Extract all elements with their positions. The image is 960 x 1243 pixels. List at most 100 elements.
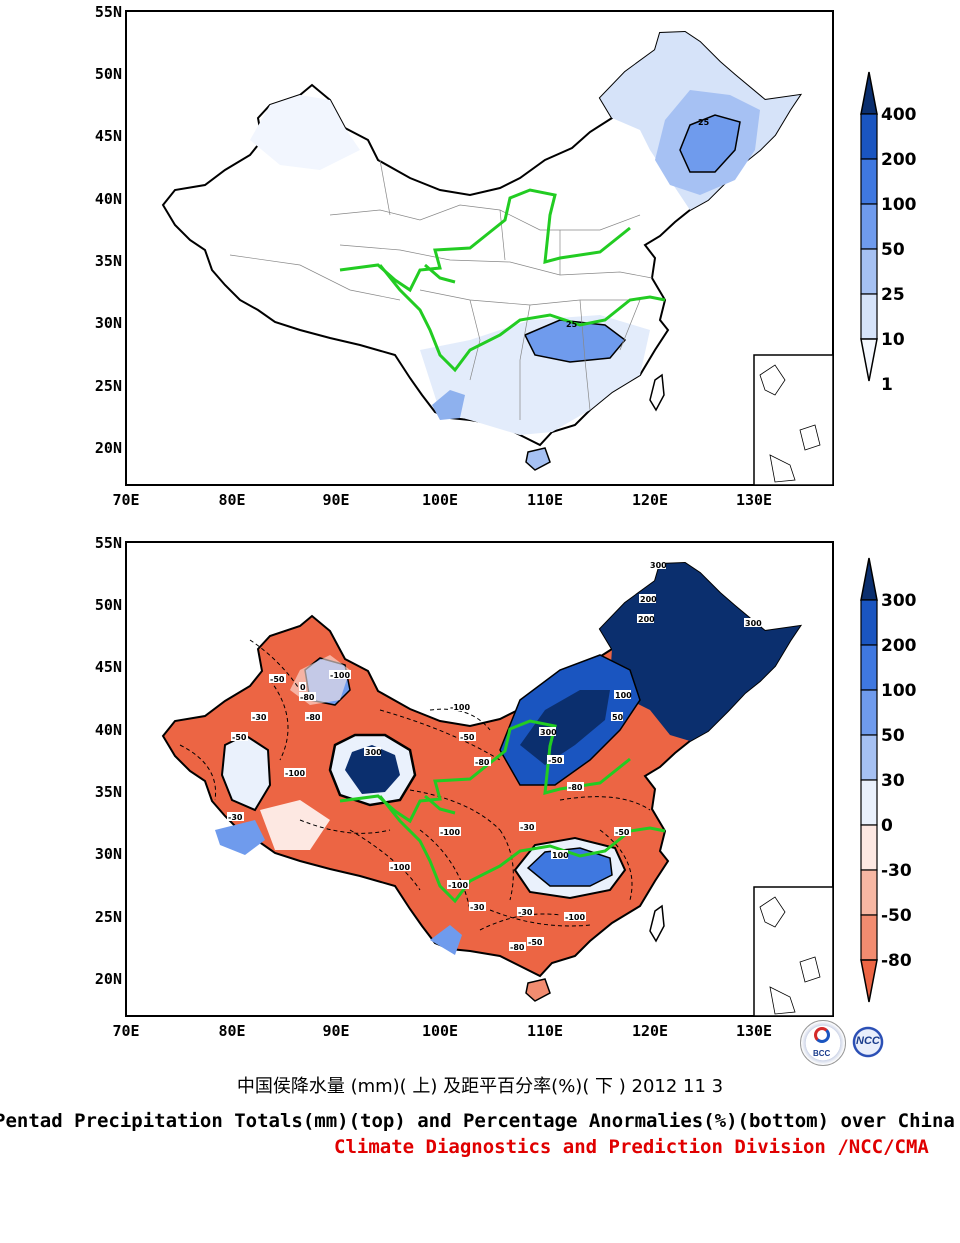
chinese-title: 中国侯降水量 (mm)( 上) 及距平百分率(%)( 下 ) 2012 11 3 — [236, 1076, 724, 1097]
svg-text:55N: 55N — [95, 3, 122, 21]
contour-label: -50 — [615, 828, 630, 837]
svg-text:40N: 40N — [95, 721, 122, 739]
rivers-top — [339, 188, 666, 373]
contour-label-bg — [251, 712, 268, 721]
svg-text:90E: 90E — [322, 491, 349, 509]
svg-text:50N: 50N — [95, 596, 122, 614]
anomaly-west-pale — [260, 800, 330, 850]
contour-label: 50 — [612, 713, 624, 722]
svg-text:50N: 50N — [95, 65, 122, 83]
contour-label-bg — [564, 912, 586, 921]
contour-label-bg — [447, 880, 469, 889]
contour-label: -100 — [448, 881, 468, 890]
contour-label-bg — [551, 850, 568, 859]
contour-label: 300 — [540, 728, 557, 737]
colorbar-segment — [860, 644, 878, 691]
precip-shade-sw — [432, 390, 465, 420]
colorbar-segment — [860, 113, 878, 160]
colorbar-label: 0 — [881, 816, 893, 836]
contour-label: 0 — [300, 683, 306, 692]
colorbar-label: -50 — [881, 906, 912, 926]
colorbar-label: 1 — [881, 375, 893, 395]
negative-contours — [179, 639, 651, 931]
precip-shade-high — [679, 114, 741, 173]
contour-label: 300 — [365, 748, 382, 757]
contour-label-bg — [649, 560, 666, 569]
contour-label-bg — [519, 822, 536, 831]
svg-text:35N: 35N — [95, 252, 122, 270]
colorbar-label: 200 — [881, 636, 917, 656]
svg-text:110E: 110E — [527, 1022, 563, 1040]
colorbar-segment — [860, 158, 878, 205]
bottom-lat-labels: 55N 50N 45N 40N 35N 30N 25N 20N — [95, 534, 122, 988]
svg-text:45N: 45N — [95, 658, 122, 676]
colorbar-label: 50 — [881, 726, 905, 746]
english-title: Pentad Precipitation Totals(mm)(top) and… — [0, 1110, 955, 1132]
top-precip-map: 25 25 55N 50N 45N 40N 35N 30N 25N 20N 70… — [95, 3, 917, 509]
anomaly-north-core — [520, 690, 610, 765]
contour-label: -100 — [440, 828, 460, 837]
contour-label: 300 — [650, 561, 667, 570]
ncc-logo-text: NCC — [856, 1035, 880, 1047]
contour-label: -80 — [306, 713, 321, 722]
contour-label: -50 — [528, 938, 543, 947]
svg-text:25N: 25N — [95, 908, 122, 926]
contour-label-ne: 25 — [698, 118, 710, 127]
contour-label-bg — [744, 618, 761, 627]
svg-text:120E: 120E — [632, 1022, 668, 1040]
bcc-logo: BCC — [800, 1020, 846, 1066]
contour-label: -30 — [470, 903, 485, 912]
svg-text:45N: 45N — [95, 127, 122, 145]
yangtze-river-bottom — [378, 795, 666, 904]
top-colorbar: 400 200 100 50 25 10 1 — [860, 71, 917, 395]
contour-label-bg — [299, 682, 306, 691]
contour-label-bg — [614, 827, 631, 836]
south-china-sea-inset-top — [753, 354, 833, 485]
contour-label: -50 — [232, 733, 247, 742]
contour-label: -50 — [270, 675, 285, 684]
contour-label: -100 — [330, 671, 350, 680]
contour-label-bg — [474, 757, 491, 766]
contour-label: -50 — [548, 756, 563, 765]
contour-label-bg — [547, 755, 564, 764]
contour-label: 100 — [615, 691, 632, 700]
contour-label-bg — [509, 942, 526, 951]
contour-label-bg — [517, 907, 534, 916]
svg-text:130E: 130E — [736, 491, 772, 509]
colorbar-bottom-arrow — [860, 338, 878, 382]
contour-label-bg — [639, 594, 656, 603]
contour-label-bg — [299, 692, 316, 701]
colorbar-top-arrow — [860, 557, 878, 601]
svg-text:110E: 110E — [527, 491, 563, 509]
anomaly-plateau-core — [345, 745, 400, 794]
contour-label-bg — [611, 712, 623, 721]
contour-label-bg — [527, 937, 544, 946]
svg-text:120E: 120E — [632, 491, 668, 509]
contour-label-bg — [539, 727, 556, 736]
colorbar-label: 100 — [881, 195, 917, 215]
colorbar-label: 25 — [881, 285, 905, 305]
svg-text:80E: 80E — [218, 1022, 245, 1040]
contour-label: -50 — [460, 733, 475, 742]
colorbar-segment — [860, 869, 878, 916]
svg-text:90E: 90E — [322, 1022, 349, 1040]
svg-text:40N: 40N — [95, 190, 122, 208]
anomaly-central-core — [526, 847, 613, 887]
contour-label-bg — [389, 862, 411, 871]
anomaly-west-light — [215, 820, 265, 855]
contour-label-bg — [227, 812, 244, 821]
contour-label: -100 — [565, 913, 585, 922]
colorbar-label: 30 — [881, 771, 905, 791]
svg-text:55N: 55N — [95, 534, 122, 552]
contour-label: -100 — [285, 769, 305, 778]
colorbar-segment — [860, 824, 878, 871]
contour-label: 200 — [640, 595, 657, 604]
contour-label-bg — [459, 732, 476, 741]
contour-label-bg — [614, 690, 631, 699]
precip-shade-light-north — [250, 95, 360, 170]
colorbar-label: -80 — [881, 951, 912, 971]
colorbar-top-arrow — [860, 71, 878, 115]
yellow-river-top — [339, 188, 631, 293]
contour-label-bg — [469, 902, 486, 911]
